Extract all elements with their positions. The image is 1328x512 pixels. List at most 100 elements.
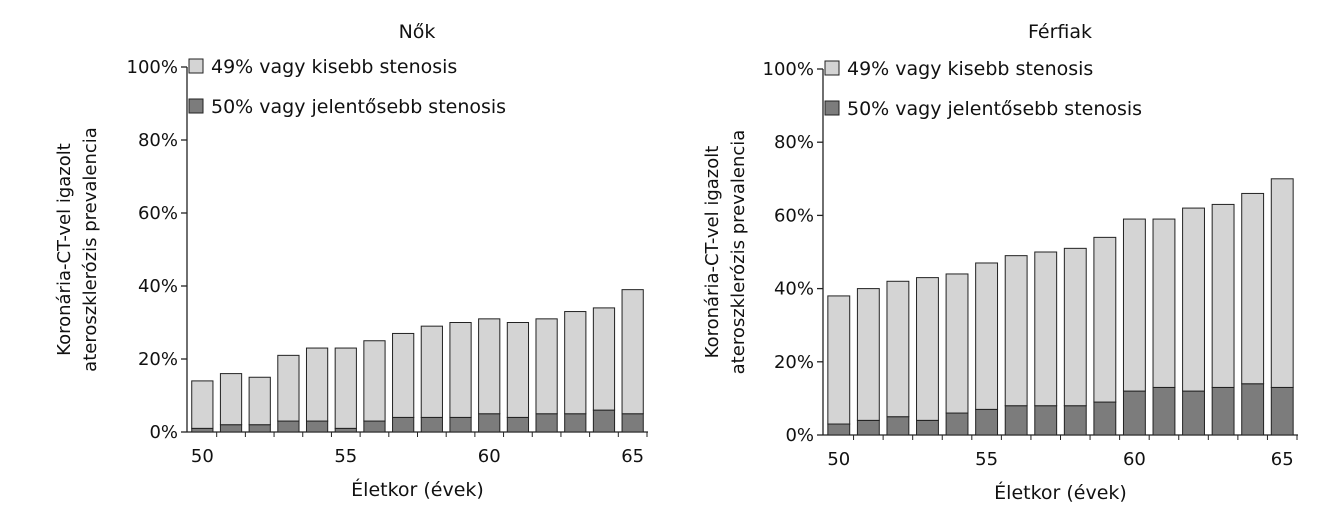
bar-segment-minor-stenosis — [856, 288, 880, 421]
x-axis-label: Életkor (évek) — [351, 478, 484, 501]
bar-segment-minor-stenosis — [592, 307, 616, 411]
bar-segment-major-stenosis — [1152, 386, 1176, 436]
y-tick-label: 80% — [774, 132, 814, 153]
bar-segment-minor-stenosis — [1241, 192, 1265, 385]
bar-segment-major-stenosis — [945, 412, 969, 436]
bar-segment-major-stenosis — [535, 413, 558, 433]
legend-swatch — [824, 100, 840, 116]
bar-segment-major-stenosis — [975, 408, 999, 436]
bar-segment-minor-stenosis — [305, 347, 329, 422]
bar-segment-minor-stenosis — [1093, 236, 1117, 403]
x-axis-label: Életkor (évek) — [994, 481, 1127, 504]
bar-segment-major-stenosis — [592, 409, 616, 433]
y-tick-label: 60% — [774, 205, 814, 226]
bar-segment-major-stenosis — [1241, 383, 1265, 436]
y-axis-label: Koronária-CT-vel igazolt — [702, 146, 723, 359]
bar-segment-major-stenosis — [886, 416, 910, 436]
bar-segment-minor-stenosis — [535, 318, 558, 415]
y-tick-label: 20% — [138, 349, 178, 370]
chart-title: Férfiak — [1028, 21, 1092, 43]
bar-segment-minor-stenosis — [449, 322, 472, 418]
y-tick-label: 100% — [127, 57, 178, 78]
legend-swatch — [188, 58, 204, 74]
y-tick-label: 40% — [138, 276, 178, 297]
x-tick-label: 65 — [621, 446, 644, 467]
y-tick-label: 0% — [149, 422, 178, 443]
legend-label: 49% vagy kisebb stenosis — [847, 58, 1093, 80]
bar-segment-minor-stenosis — [1122, 218, 1146, 392]
bar-segment-minor-stenosis — [248, 376, 271, 426]
bar-segment-minor-stenosis — [478, 318, 501, 415]
bar-segment-minor-stenosis — [191, 380, 214, 429]
legend-swatch — [824, 60, 840, 76]
bar-segment-minor-stenosis — [564, 311, 587, 415]
bar-segment-minor-stenosis — [1034, 251, 1058, 407]
bar-segment-major-stenosis — [564, 413, 587, 433]
bar-segment-major-stenosis — [191, 427, 214, 433]
bar-segment-minor-stenosis — [277, 354, 300, 422]
bar-segment-major-stenosis — [856, 419, 880, 436]
x-tick-label: 60 — [1123, 449, 1146, 470]
bar-segment-minor-stenosis — [506, 322, 530, 418]
bar-segment-minor-stenosis — [945, 273, 969, 414]
bar-segment-minor-stenosis — [886, 280, 910, 418]
legend-label: 49% vagy kisebb stenosis — [211, 56, 457, 78]
bar-segment-minor-stenosis — [975, 262, 999, 410]
bar-segment-minor-stenosis — [1211, 203, 1235, 388]
y-axis-label: ateroszklerózis prevalencia — [728, 130, 749, 375]
bar-segment-minor-stenosis — [1004, 255, 1028, 407]
bar-segment-major-stenosis — [392, 416, 415, 433]
x-tick-label: 50 — [191, 446, 214, 467]
bar-segment-major-stenosis — [1122, 390, 1146, 436]
bar-segment-major-stenosis — [1093, 401, 1117, 436]
bar-segment-major-stenosis — [1270, 386, 1294, 436]
bar-segment-minor-stenosis — [916, 277, 939, 421]
x-tick-label: 55 — [334, 446, 357, 467]
bar-segment-major-stenosis — [449, 416, 472, 433]
y-tick-label: 100% — [763, 59, 814, 80]
bar-segment-major-stenosis — [1063, 405, 1087, 436]
x-tick-label: 60 — [478, 446, 501, 467]
bar-segment-major-stenosis — [1211, 386, 1235, 436]
bar-segment-minor-stenosis — [1182, 207, 1205, 392]
y-tick-label: 20% — [774, 352, 814, 373]
legend-swatch — [188, 98, 204, 114]
bar-segment-minor-stenosis — [219, 373, 243, 426]
bar-segment-minor-stenosis — [334, 347, 357, 429]
legend-label: 50% vagy jelentősebb stenosis — [211, 96, 506, 118]
chart-panel-men: Férfiak Koronária-CT-vel igazolt ateroszkl… — [702, 21, 1298, 504]
x-tick-label: 65 — [1271, 449, 1294, 470]
bar-segment-minor-stenosis — [1063, 247, 1087, 407]
bar-segment-major-stenosis — [1034, 405, 1058, 436]
y-axis-label: ateroszklerózis prevalencia — [80, 127, 101, 372]
x-tick-label: 50 — [827, 449, 850, 470]
y-tick-label: 80% — [138, 130, 178, 151]
bar-segment-minor-stenosis — [621, 289, 644, 415]
bar-segment-major-stenosis — [363, 420, 386, 433]
chart-title: Nők — [399, 21, 436, 43]
y-tick-label: 0% — [785, 425, 814, 446]
bar-segment-minor-stenosis — [1270, 178, 1294, 388]
legend-label: 50% vagy jelentősebb stenosis — [847, 98, 1142, 120]
bar-segment-major-stenosis — [1182, 390, 1205, 436]
bar-segment-major-stenosis — [277, 420, 300, 433]
bar-segment-major-stenosis — [248, 424, 271, 433]
bar-segment-major-stenosis — [478, 413, 501, 433]
bar-segment-major-stenosis — [420, 416, 443, 433]
bar-segment-minor-stenosis — [420, 325, 443, 418]
y-axis-label: Koronária-CT-vel igazolt — [54, 143, 75, 356]
y-tick-label: 40% — [774, 279, 814, 300]
bar-segment-minor-stenosis — [392, 332, 415, 418]
bar-segment-major-stenosis — [916, 419, 939, 436]
bar-segment-major-stenosis — [1004, 405, 1028, 436]
x-tick-label: 55 — [975, 449, 998, 470]
bar-segment-minor-stenosis — [827, 295, 851, 425]
bar-segment-major-stenosis — [219, 424, 243, 433]
chart-panel-women: Nők Koronária-CT-vel igazolt ateroszkleróz… — [54, 21, 648, 501]
bar-segment-minor-stenosis — [363, 340, 386, 422]
bar-segment-major-stenosis — [305, 420, 329, 433]
bar-segment-major-stenosis — [621, 413, 644, 433]
y-tick-label: 60% — [138, 203, 178, 224]
bar-segment-major-stenosis — [334, 427, 357, 433]
